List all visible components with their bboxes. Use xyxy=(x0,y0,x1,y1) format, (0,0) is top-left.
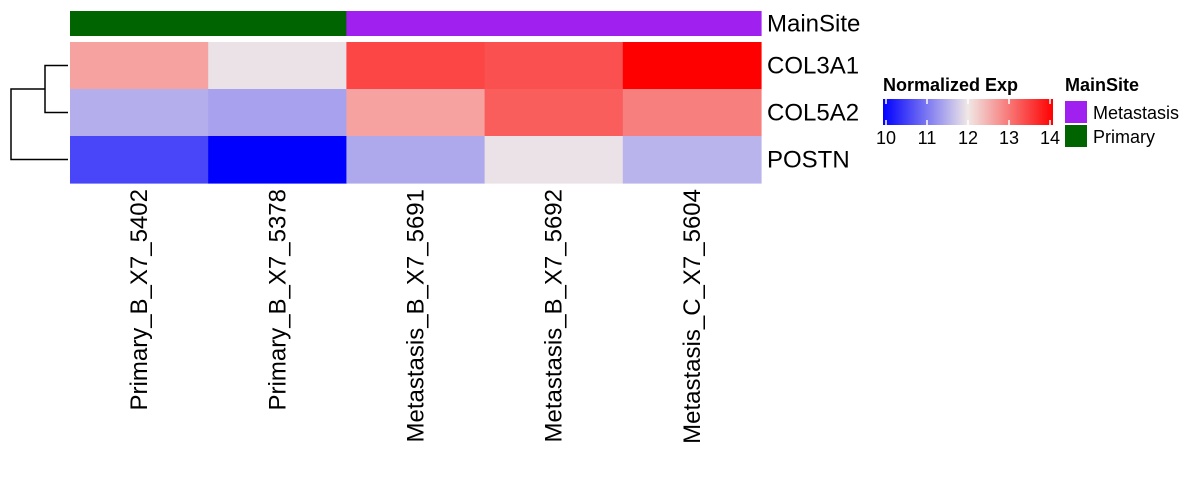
annotation-cell xyxy=(70,11,209,36)
row-labels: COL3A1 COL5A2 POSTN xyxy=(767,53,859,174)
heatmap-cell xyxy=(70,42,209,90)
annotation-cell xyxy=(208,11,347,36)
dendrogram-branches xyxy=(10,64,68,161)
heatmap-cell xyxy=(622,42,762,90)
column-label: Metastasis_C_X7_5604 xyxy=(679,189,706,444)
column-labels: Primary_B_X7_5402 Primary_B_X7_5378 Metast… xyxy=(126,189,706,444)
row-dendrogram xyxy=(10,64,68,161)
heatmap-cell xyxy=(208,89,347,137)
annotation-legend-label: Primary xyxy=(1093,127,1155,147)
heatmap-cell xyxy=(484,42,624,90)
heatmap-cell xyxy=(70,89,209,137)
color-legend-tick-label: 12 xyxy=(958,128,978,148)
color-legend-ticks: 10 11 12 13 14 xyxy=(876,99,1060,148)
heatmap-cells xyxy=(70,42,762,184)
heatmap-cell xyxy=(484,136,624,184)
annotation-cell xyxy=(484,11,624,36)
heatmap-cell xyxy=(622,136,762,184)
annotation-legend-entries: Metastasis Primary xyxy=(1065,101,1179,147)
column-label: Metastasis_B_X7_5692 xyxy=(541,189,568,443)
annotation-legend-swatch xyxy=(1065,125,1087,147)
color-legend-tick-label: 13 xyxy=(999,128,1019,148)
column-label: Metastasis_B_X7_5691 xyxy=(403,189,430,443)
heatmap-cell xyxy=(70,136,209,184)
annotation-legend: MainSite Metastasis Primary xyxy=(1065,75,1179,147)
color-scale-legend: Normalized Exp 10 11 12 13 14 xyxy=(876,75,1060,148)
row-label: COL5A2 xyxy=(767,100,859,127)
heatmap-cell xyxy=(208,136,347,184)
annotation-label: MainSite xyxy=(767,11,860,38)
column-label: Primary_B_X7_5378 xyxy=(264,189,291,410)
heatmap-cell xyxy=(346,136,486,184)
color-legend-tick-label: 11 xyxy=(918,128,937,148)
column-label: Primary_B_X7_5402 xyxy=(126,189,153,410)
heatmap-cell xyxy=(484,89,624,137)
annotation-bar xyxy=(70,11,762,36)
color-legend-tick-label: 14 xyxy=(1040,128,1060,148)
annotation-legend-title: MainSite xyxy=(1065,75,1139,95)
color-legend-tick-label: 10 xyxy=(876,128,896,148)
color-legend-title: Normalized Exp xyxy=(883,75,1018,95)
row-label: POSTN xyxy=(767,147,850,174)
annotation-legend-label: Metastasis xyxy=(1093,103,1179,123)
annotation-legend-swatch xyxy=(1065,101,1087,123)
row-label: COL3A1 xyxy=(767,53,859,80)
heatmap-cell xyxy=(622,89,762,137)
heatmap-cell xyxy=(346,89,486,137)
annotation-cell xyxy=(622,11,762,36)
annotation-cell xyxy=(346,11,486,36)
heatmap-cell xyxy=(346,42,486,90)
heatmap-cell xyxy=(208,42,347,90)
